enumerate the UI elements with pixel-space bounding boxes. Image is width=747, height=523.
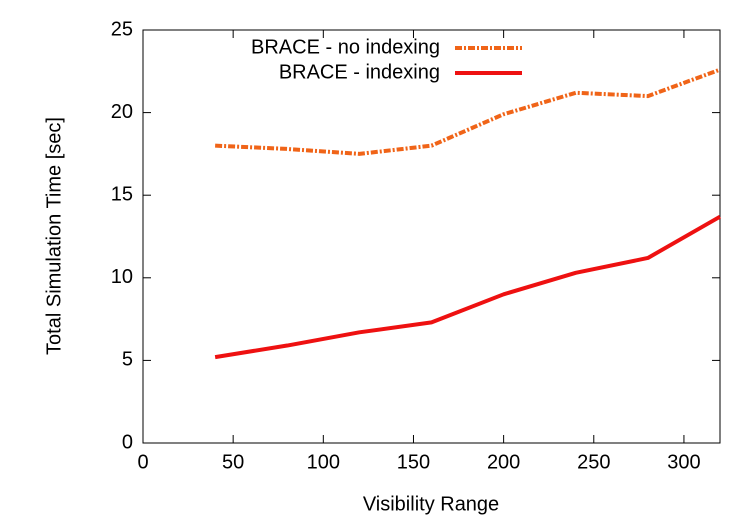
plot-frame	[142, 29, 721, 444]
x-tick-label: 300	[667, 451, 700, 473]
x-tick-label: 50	[222, 451, 244, 473]
x-tick-label: 0	[137, 451, 148, 473]
y-tick-label: 20	[111, 101, 133, 123]
x-tick-label: 150	[397, 451, 430, 473]
y-tick-label: 0	[122, 431, 133, 453]
y-tick-label: 10	[111, 266, 133, 288]
legend-label: BRACE - no indexing	[251, 36, 440, 58]
x-tick-label: 250	[577, 451, 610, 473]
y-tick-label: 15	[111, 183, 133, 205]
series-line	[214, 214, 721, 360]
y-tick-label: 25	[111, 18, 133, 40]
x-tick-label: 200	[487, 451, 520, 473]
legend-label: BRACE - indexing	[279, 61, 440, 83]
x-tick-label: 100	[307, 451, 340, 473]
x-axis-label: Visibility Range	[363, 493, 499, 515]
y-tick-label: 5	[122, 349, 133, 371]
y-axis-label: Total Simulation Time [sec]	[43, 117, 65, 355]
series-line	[215, 67, 721, 156]
